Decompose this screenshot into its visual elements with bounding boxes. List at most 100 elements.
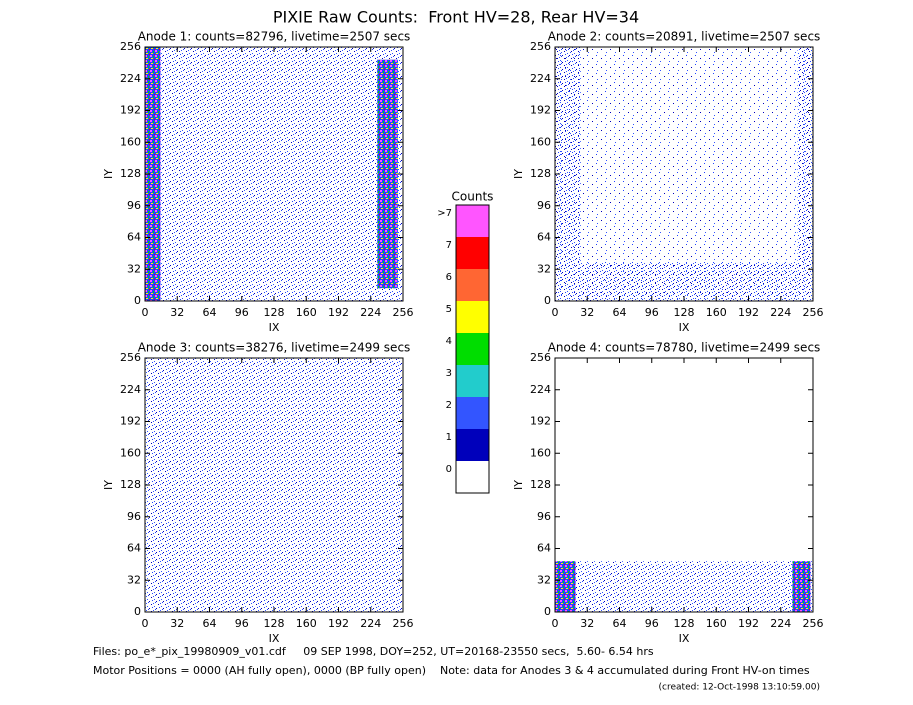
colorbar-swatch bbox=[456, 461, 489, 493]
colorbar-label: 7 bbox=[446, 240, 452, 251]
x-tick-label: 256 bbox=[393, 617, 414, 630]
colorbar-swatch bbox=[456, 429, 489, 461]
colorbar-label: 0 bbox=[446, 464, 452, 475]
y-tick-label: 160 bbox=[120, 135, 141, 148]
colorbar-label: 6 bbox=[446, 272, 452, 283]
y-tick-label: 256 bbox=[530, 40, 551, 53]
y-tick-label: 224 bbox=[530, 383, 551, 396]
x-tick-label: 96 bbox=[235, 306, 249, 319]
x-tick-label: 224 bbox=[360, 617, 381, 630]
x-tick-label: 0 bbox=[552, 306, 559, 319]
panel-title: Anode 3: counts=38276, livetime=2499 sec… bbox=[138, 341, 411, 355]
y-axis-label: IY bbox=[102, 480, 115, 490]
x-tick-label: 64 bbox=[203, 617, 217, 630]
x-tick-label: 160 bbox=[296, 306, 317, 319]
x-tick-label: 96 bbox=[645, 617, 659, 630]
colorbar-frame bbox=[455, 204, 490, 494]
y-tick-label: 224 bbox=[530, 72, 551, 85]
y-tick-label: 96 bbox=[537, 199, 551, 212]
heatmap-texture bbox=[555, 47, 813, 301]
y-tick-label: 160 bbox=[530, 135, 551, 148]
x-tick-label: 192 bbox=[328, 617, 349, 630]
y-tick-label: 128 bbox=[120, 167, 141, 180]
x-tick-label: 64 bbox=[203, 306, 217, 319]
y-tick-label: 32 bbox=[537, 262, 551, 275]
y-tick-label: 64 bbox=[537, 542, 551, 555]
colorbar-label: >7 bbox=[437, 208, 452, 219]
y-tick-label: 32 bbox=[127, 573, 141, 586]
y-tick-label: 96 bbox=[127, 199, 141, 212]
y-axis-label: IY bbox=[512, 169, 525, 179]
heatmap-texture bbox=[792, 561, 811, 612]
y-axis-label: IY bbox=[102, 169, 115, 179]
x-tick-label: 256 bbox=[393, 306, 414, 319]
x-tick-label: 256 bbox=[803, 617, 824, 630]
y-tick-label: 192 bbox=[120, 415, 141, 428]
x-tick-label: 64 bbox=[613, 617, 627, 630]
heatmap-texture bbox=[145, 47, 403, 301]
footer-files: Files: po_e*_pix_19980909_v01.cdf 09 SEP… bbox=[93, 645, 654, 658]
panel-title: Anode 4: counts=78780, livetime=2499 sec… bbox=[548, 341, 821, 355]
y-tick-label: 256 bbox=[530, 351, 551, 364]
x-tick-label: 128 bbox=[264, 306, 285, 319]
figure-title: PIXIE Raw Counts: Front HV=28, Rear HV=3… bbox=[273, 8, 639, 27]
heatmap-texture bbox=[555, 561, 813, 612]
y-tick-label: 256 bbox=[120, 40, 141, 53]
x-tick-label: 32 bbox=[580, 306, 594, 319]
y-tick-label: 256 bbox=[120, 351, 141, 364]
x-tick-label: 0 bbox=[552, 617, 559, 630]
colorbar-swatch bbox=[456, 301, 489, 333]
x-tick-label: 64 bbox=[613, 306, 627, 319]
colorbar-label: 4 bbox=[446, 336, 452, 347]
y-tick-label: 96 bbox=[537, 510, 551, 523]
colorbar-swatch bbox=[456, 237, 489, 269]
y-tick-label: 192 bbox=[530, 104, 551, 117]
x-tick-label: 128 bbox=[264, 617, 285, 630]
y-tick-label: 64 bbox=[537, 231, 551, 244]
footer-motor: Motor Positions = 0000 (AH fully open), … bbox=[93, 664, 810, 677]
panel-title: Anode 1: counts=82796, livetime=2507 sec… bbox=[138, 30, 411, 44]
panel-title: Anode 2: counts=20891, livetime=2507 sec… bbox=[548, 30, 821, 44]
x-tick-label: 224 bbox=[770, 306, 791, 319]
y-tick-label: 64 bbox=[127, 542, 141, 555]
footer-created: (created: 12-Oct-1998 13:10:59.00) bbox=[659, 683, 820, 693]
x-tick-label: 32 bbox=[580, 617, 594, 630]
y-tick-label: 128 bbox=[530, 478, 551, 491]
y-tick-label: 192 bbox=[120, 104, 141, 117]
heatmap-texture bbox=[377, 59, 398, 289]
y-tick-label: 32 bbox=[537, 573, 551, 586]
x-tick-label: 160 bbox=[296, 617, 317, 630]
colorbar-label: 2 bbox=[446, 400, 452, 411]
x-tick-label: 192 bbox=[738, 306, 759, 319]
y-tick-label: 224 bbox=[120, 72, 141, 85]
y-tick-label: 0 bbox=[134, 605, 141, 618]
y-tick-label: 224 bbox=[120, 383, 141, 396]
x-tick-label: 0 bbox=[142, 617, 149, 630]
heatmap-texture bbox=[555, 262, 813, 301]
x-tick-label: 160 bbox=[706, 306, 727, 319]
y-tick-label: 32 bbox=[127, 262, 141, 275]
heatmap-texture bbox=[555, 561, 576, 612]
y-tick-label: 96 bbox=[127, 510, 141, 523]
x-axis-label: IX bbox=[679, 632, 690, 645]
x-tick-label: 224 bbox=[770, 617, 791, 630]
x-tick-label: 96 bbox=[235, 617, 249, 630]
y-tick-label: 128 bbox=[530, 167, 551, 180]
y-tick-label: 160 bbox=[120, 446, 141, 459]
x-axis-label: IX bbox=[269, 632, 280, 645]
x-axis-label: IX bbox=[269, 321, 280, 334]
heatmap-texture bbox=[145, 358, 403, 612]
colorbar-swatch bbox=[456, 397, 489, 429]
y-tick-label: 128 bbox=[120, 478, 141, 491]
x-tick-label: 192 bbox=[738, 617, 759, 630]
y-tick-label: 0 bbox=[134, 294, 141, 307]
x-tick-label: 32 bbox=[170, 306, 184, 319]
colorbar-swatch bbox=[456, 365, 489, 397]
x-tick-label: 0 bbox=[142, 306, 149, 319]
x-tick-label: 160 bbox=[706, 617, 727, 630]
y-tick-label: 64 bbox=[127, 231, 141, 244]
colorbar-label: 3 bbox=[446, 368, 452, 379]
x-tick-label: 96 bbox=[645, 306, 659, 319]
y-tick-label: 160 bbox=[530, 446, 551, 459]
